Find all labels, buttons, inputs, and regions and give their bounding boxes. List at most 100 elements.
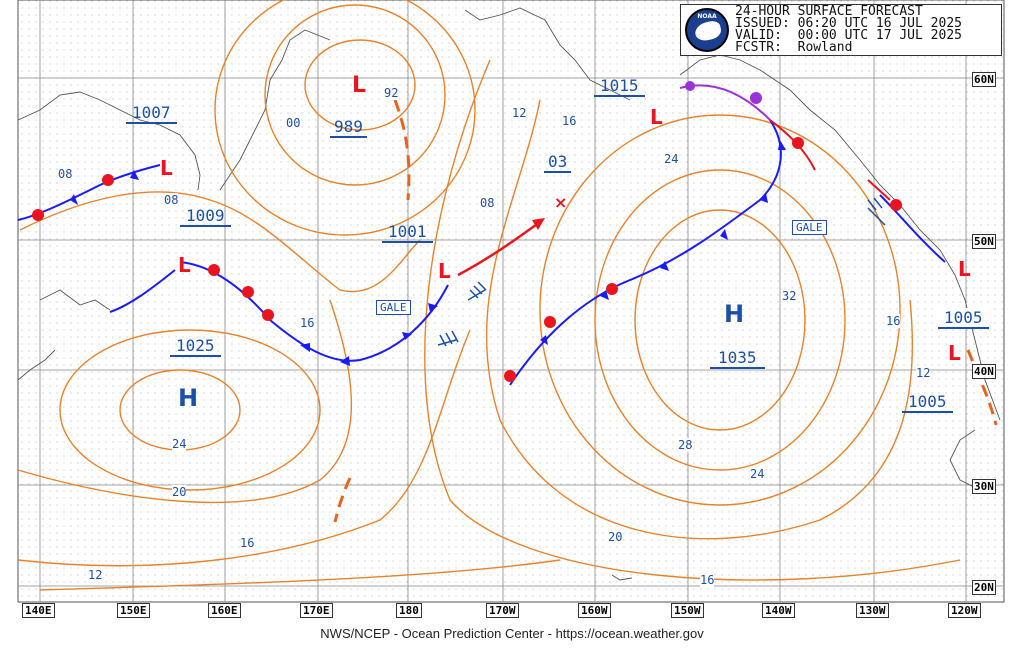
bird-icon (693, 19, 723, 43)
lat-label: 20N (972, 580, 996, 595)
isobar-label: 24 (172, 437, 187, 451)
isobar (634, 209, 806, 431)
isobar-label: 16 (562, 114, 577, 128)
pressure-value: 1025 (170, 336, 221, 357)
front-semicircles (32, 137, 902, 382)
pressure-value: 1035 (710, 348, 765, 369)
logo-text: NOAA (697, 13, 717, 20)
wind-barbs (437, 197, 886, 347)
isobar-label: 00 (286, 116, 301, 130)
lon-label: 160W (578, 603, 611, 618)
lat-label: 60N (972, 72, 996, 87)
lon-label: 150W (671, 603, 704, 618)
low-symbol: L (438, 259, 451, 283)
map-frame (17, 0, 1005, 603)
isobar-label: 20 (172, 485, 187, 499)
low-symbol: L (160, 156, 173, 180)
isobar-label: 12 (512, 106, 527, 120)
low-symbol: L (948, 341, 961, 365)
trough (333, 477, 352, 523)
isobars (17, 0, 961, 591)
isobar (17, 329, 471, 567)
warm-front (867, 179, 891, 201)
pressure-value: 1005 (938, 308, 989, 329)
lon-label: 170W (486, 603, 519, 618)
high-symbol: H (178, 384, 199, 412)
noaa-logo-icon: NOAA (685, 8, 729, 52)
gale-warning: GALE (376, 300, 411, 315)
pressure-value: 1001 (382, 222, 433, 243)
forecast-header: NOAA 24-HOUR SURFACE FORECAST ISSUED: 06… (680, 4, 1002, 56)
pressure-value: 1015 (594, 76, 645, 97)
occluded-symbols (685, 81, 762, 104)
isobar (264, 4, 446, 186)
pressure-value: 989 (330, 117, 367, 138)
isobar (39, 559, 561, 591)
isobar-label: 16 (300, 316, 315, 330)
isobar (594, 169, 846, 471)
isobar-label: 08 (480, 196, 495, 210)
isobar (424, 59, 961, 581)
header-valid: VALID: 00:00 UTC 17 JUL 2025 (735, 28, 962, 43)
cold-front (179, 261, 449, 362)
low-symbol: L (650, 105, 663, 129)
pressure-value: 03 (544, 152, 572, 173)
pressure-value: 1005 (902, 392, 953, 413)
footer-credit: NWS/NCEP - Ocean Prediction Center - htt… (320, 626, 704, 641)
lon-label: 140W (762, 603, 795, 618)
high-symbol: H (724, 300, 745, 328)
troughs (333, 99, 998, 523)
low-symbol: L (958, 257, 971, 281)
lon-label: 130W (856, 603, 889, 618)
low-symbol: L (178, 253, 191, 277)
lon-label: 140E (22, 603, 55, 618)
isobar-label: 92 (384, 86, 399, 100)
lat-label: 50N (972, 234, 996, 249)
coastlines (17, 7, 1001, 581)
motion-arrowhead (532, 218, 545, 230)
isobar-label: 28 (678, 438, 693, 452)
header-issued: ISSUED: 06:20 UTC 16 JUL 2025 (735, 16, 962, 31)
isobar-label: 08 (164, 193, 179, 207)
isobar (214, 0, 476, 236)
isobar-label: 32 (782, 289, 797, 303)
isobar-label: 20 (608, 530, 623, 544)
lon-label: 120W (948, 603, 981, 618)
low-symbol: × (554, 193, 567, 212)
low-symbols: L L L L L L L × (160, 73, 971, 365)
motion-arrow (457, 220, 541, 277)
isobar-label: 24 (750, 467, 765, 481)
cold-front (109, 269, 176, 313)
isobar-label: 16 (240, 536, 255, 550)
isobar (539, 114, 901, 506)
header-forecaster: FCSTR: Rowland (735, 40, 853, 55)
pressure-value: 1009 (180, 206, 231, 227)
isobar-label: 24 (664, 152, 679, 166)
isobar (19, 191, 421, 293)
low-symbol: L (352, 73, 366, 98)
isobar-label: 12 (916, 366, 931, 380)
gale-warning: GALE (792, 220, 827, 235)
lon-label: 160E (208, 603, 241, 618)
isobar-label: 16 (700, 573, 715, 587)
lon-label: 150E (117, 603, 150, 618)
isobar (59, 329, 321, 491)
lat-label: 40N (972, 364, 996, 379)
front-triangles (70, 140, 786, 366)
lat-label: 30N (972, 479, 996, 494)
trough (966, 349, 998, 426)
pressure-value: 1007 (126, 103, 177, 124)
cold-front (879, 194, 946, 263)
cold-front (509, 119, 782, 386)
lon-label: 180 (396, 603, 422, 618)
lon-label: 170E (300, 603, 333, 618)
isobar-label: 16 (886, 314, 901, 328)
isobar-label: 12 (88, 568, 103, 582)
header-title: 24-HOUR SURFACE FORECAST (735, 4, 923, 19)
header-lines: 24-HOUR SURFACE FORECAST ISSUED: 06:20 U… (735, 4, 962, 55)
map-background (18, 0, 1004, 602)
isobar (17, 299, 353, 504)
isobar-label: 08 (58, 167, 73, 181)
isobar (304, 39, 416, 131)
